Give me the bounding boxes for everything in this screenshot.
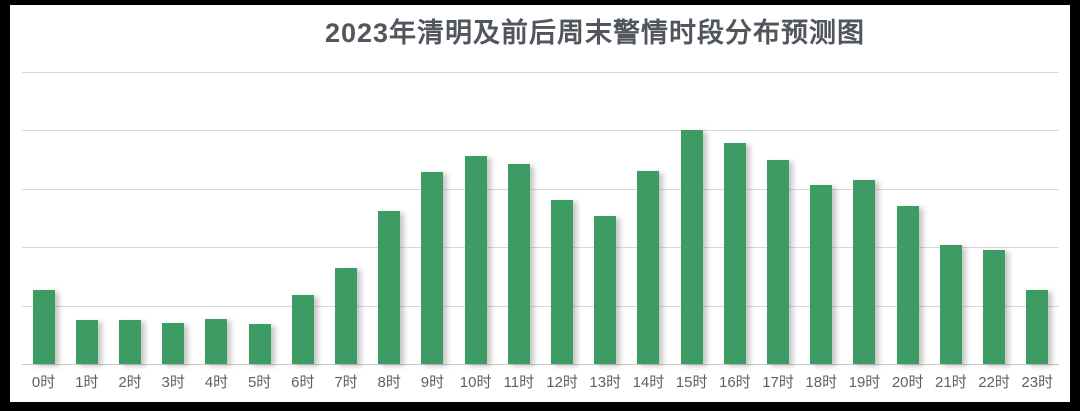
- bar-21时: [939, 244, 962, 364]
- x-axis-labels: 0时 1时 2时 3时 4时 5时 6时 7时 8时 9时 10时 11时 12时 13时 14时 15时 16…: [22, 371, 1059, 392]
- x-axis-label: 1时: [75, 374, 99, 391]
- bar-6时: [291, 294, 314, 364]
- x-axis-label: 21时: [935, 374, 967, 391]
- bar-slot: [627, 72, 670, 364]
- bar-slot: [22, 72, 65, 364]
- x-axis-label: 2时: [118, 374, 142, 391]
- bar-22时: [983, 250, 1006, 364]
- x-axis-label: 20时: [891, 374, 924, 391]
- x-axis-label: 6时: [291, 374, 315, 391]
- bar-14时: [637, 171, 660, 364]
- bar-16时: [723, 143, 746, 364]
- gridline: [22, 130, 1059, 132]
- bar-slot: [843, 72, 886, 364]
- bar-13时: [594, 216, 617, 364]
- bar-19时: [853, 180, 876, 364]
- gridline: [22, 305, 1059, 307]
- bar-slot: [584, 72, 627, 364]
- x-axis-label: 15时: [675, 374, 708, 391]
- x-axis-label: 7时: [334, 374, 358, 391]
- bar-slot: [670, 72, 713, 364]
- x-axis-label: 12时: [546, 374, 578, 391]
- bar-0时: [32, 289, 55, 364]
- x-axis-label: 8时: [377, 374, 401, 391]
- bar-slot: [65, 72, 108, 364]
- bar-slot: [540, 72, 583, 364]
- gridline: [22, 188, 1059, 190]
- bar-20时: [896, 206, 919, 364]
- x-axis-label: 11时: [503, 374, 535, 391]
- bar-slot: [324, 72, 367, 364]
- bar-10时: [464, 156, 487, 364]
- bar-slot: [411, 72, 454, 364]
- bar-slot: [368, 72, 411, 364]
- x-axis-label: 22时: [978, 374, 1010, 391]
- bar-slot: [929, 72, 972, 364]
- x-axis-label: 16时: [719, 374, 751, 391]
- x-axis-label: 23时: [1021, 374, 1054, 391]
- bar-2时: [119, 320, 141, 364]
- bar-9时: [421, 172, 444, 364]
- gridline: [22, 247, 1059, 249]
- chart-canvas: 2023年清明及前后周末警情时段分布预测图 0时 1时 2时 3时 4时 5时 6时 7时 8时…: [10, 5, 1070, 402]
- bar-slot: [238, 72, 281, 364]
- x-axis-label: 18时: [805, 374, 838, 391]
- bar-15时: [680, 130, 703, 364]
- bars-layer: [22, 72, 1059, 364]
- bar-4时: [205, 319, 228, 364]
- bar-12时: [551, 200, 574, 364]
- bar-slot: [713, 72, 756, 364]
- bar-11时: [507, 163, 530, 364]
- bar-slot: [108, 72, 151, 364]
- gridline: [22, 72, 1059, 73]
- x-axis-label: 19时: [848, 374, 881, 391]
- bar-slot: [1016, 72, 1059, 364]
- x-axis-label: 9时: [420, 374, 445, 391]
- bar-18时: [810, 185, 833, 364]
- plot-area: [22, 72, 1059, 365]
- bar-slot: [972, 72, 1015, 364]
- x-axis-label: 3时: [161, 374, 185, 391]
- bar-slot: [454, 72, 497, 364]
- bar-slot: [497, 72, 540, 364]
- bar-3时: [162, 322, 185, 364]
- bar-slot: [800, 72, 843, 364]
- bar-23时: [1026, 289, 1049, 364]
- x-axis-label: 0时: [31, 374, 56, 391]
- bar-slot: [195, 72, 238, 364]
- bar-7时: [335, 268, 358, 364]
- bar-slot: [281, 72, 324, 364]
- bar-slot: [886, 72, 929, 364]
- bar-slot: [756, 72, 799, 364]
- bar-1时: [75, 320, 98, 364]
- x-axis-label: 4时: [204, 374, 229, 391]
- x-axis-label: 10时: [459, 374, 492, 391]
- bar-slot: [152, 72, 195, 364]
- x-axis-line: [22, 364, 1059, 365]
- bar-17时: [767, 159, 790, 364]
- x-axis-label: 13时: [589, 374, 622, 391]
- x-axis-label: 5时: [247, 374, 272, 391]
- x-axis-label: 17时: [762, 374, 794, 391]
- bar-5时: [248, 324, 271, 364]
- chart-title: 2023年清明及前后周末警情时段分布预测图: [324, 18, 866, 48]
- bar-8时: [378, 211, 401, 364]
- x-axis-label: 14时: [632, 374, 665, 391]
